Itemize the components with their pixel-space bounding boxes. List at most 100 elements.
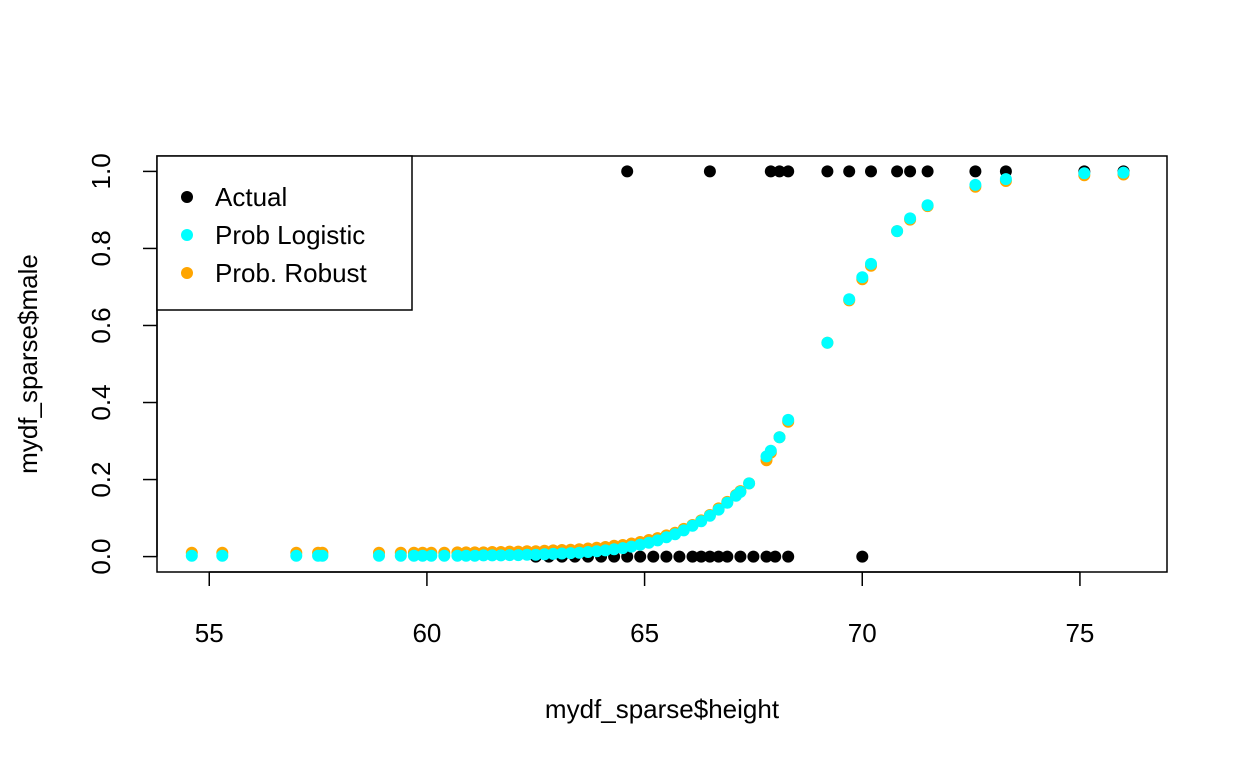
data-point [521,548,533,561]
x-tick-label: 65 [630,618,659,648]
data-point [695,515,708,528]
data-point [1117,166,1130,179]
data-point [865,257,877,270]
data-point [1078,167,1091,180]
x-tick-label: 55 [195,618,224,648]
legend-marker-prob-robust [181,267,193,279]
data-point [185,549,198,562]
data-point [416,549,429,562]
data-point [703,165,716,178]
data-point [721,496,734,509]
data-point [904,212,917,225]
data-point [891,225,904,238]
data-point [921,199,934,212]
data-point [821,336,834,349]
data-point [782,165,795,178]
data-point [891,165,904,178]
data-point [582,546,594,558]
data-point [425,549,438,562]
y-tick-label: 0.0 [86,539,116,575]
data-point [764,165,777,178]
data-point [512,549,525,562]
data-point [621,165,634,178]
data-point [969,178,982,191]
x-tick-label: 75 [1065,618,1094,648]
data-point [394,549,407,562]
data-point [721,550,734,563]
legend-label-prob-logistic: Prob Logistic [215,220,365,250]
data-point [460,549,473,562]
y-tick-label: 0.6 [86,307,116,343]
data-point [782,550,795,563]
legend-marker-prob-logistic [181,229,193,241]
x-axis: 55 60 65 70 75 [195,571,1094,648]
data-point [634,550,647,563]
data-point [703,550,716,563]
y-tick-label: 0.4 [86,384,116,420]
legend-marker-actual [181,191,193,203]
data-point [529,548,542,561]
legend-label-actual: Actual [215,182,287,212]
y-tick-label: 0.8 [86,230,116,266]
data-point [734,550,747,563]
data-point [494,549,507,562]
data-point [703,509,716,522]
data-point [407,549,420,562]
data-point [316,549,329,562]
data-point [599,544,612,557]
data-points [185,165,1130,563]
data-point [547,547,560,560]
data-point [999,173,1012,186]
data-point [477,549,490,562]
data-point [660,550,673,563]
data-point [373,549,385,562]
x-tick-label: 70 [848,618,877,648]
y-tick-label: 0.2 [86,462,116,498]
x-tick-label: 60 [412,618,441,648]
data-point [904,165,917,178]
data-point [438,549,451,562]
data-point [747,550,760,563]
data-point [564,547,577,560]
y-tick-label: 1.0 [86,153,116,189]
data-point [969,165,982,178]
data-point [573,546,586,559]
data-point [686,550,699,563]
data-point [216,549,229,562]
data-point [743,477,756,490]
data-point [856,271,869,284]
data-point [764,444,777,457]
data-point [590,545,603,558]
x-axis-title: mydf_sparse$height [545,694,780,724]
data-point [773,431,786,444]
data-point [647,550,660,563]
legend-box [156,155,413,311]
y-axis-title: mydf_sparse$male [13,254,43,474]
data-point [843,165,856,178]
data-point [555,547,568,560]
legend-label-prob-robust: Prob. Robust [215,258,368,288]
data-point [712,550,725,563]
data-point [503,549,516,562]
data-point [865,165,877,178]
data-point [760,550,773,563]
series-prob-logistic [185,166,1130,562]
data-point [290,549,303,562]
data-point [695,550,708,563]
data-point [712,503,725,516]
legend: Actual Prob Logistic Prob. Robust [156,155,413,311]
data-point [821,165,834,178]
data-point [734,485,747,498]
data-point [773,165,786,178]
data-point [843,293,856,306]
data-point [769,550,782,563]
data-point [782,413,795,426]
data-point [673,550,686,563]
data-point [451,549,464,562]
data-point [468,549,481,562]
data-point [921,165,934,178]
data-point [538,548,551,561]
data-point [486,549,499,562]
